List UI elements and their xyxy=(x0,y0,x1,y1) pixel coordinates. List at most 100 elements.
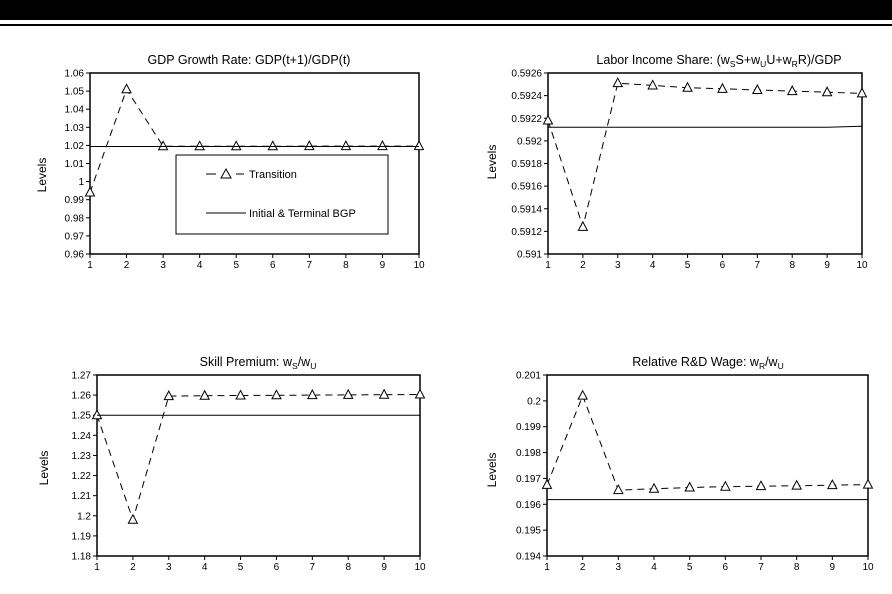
y-tick-label: 0.591 xyxy=(517,250,542,261)
x-tick-label: 8 xyxy=(345,562,351,573)
transition-point-marker xyxy=(199,389,210,400)
y-tick-label: 1.21 xyxy=(72,491,92,502)
transition-point-marker xyxy=(786,85,798,96)
x-tick-label: 6 xyxy=(270,260,276,271)
transition-point-marker xyxy=(717,82,728,93)
x-tick-label: 5 xyxy=(238,562,244,573)
chart-legend: Transition Initial & Terminal BGP xyxy=(175,154,389,235)
transition-point-marker xyxy=(307,389,318,400)
panel-relative-rd-wage: Relative R&D Wage: wR/wU Levels 0.194 0.1… xyxy=(485,355,874,573)
series-line-transition xyxy=(96,394,421,522)
plot-frame xyxy=(96,374,421,557)
transition-point-marker xyxy=(121,83,132,94)
y-tick-label: 0.194 xyxy=(516,552,541,563)
panel-labor-income-share: Labor Income Share: (wSS+wUU+wRR)/GDP Le… xyxy=(485,53,868,271)
y-tick-label: 1.05 xyxy=(65,87,85,98)
chart-title: Labor Income Share: (wSS+wUU+wRR)/GDP xyxy=(596,53,841,69)
x-tick-label: 9 xyxy=(381,562,387,573)
x-tick-label: 7 xyxy=(310,562,316,573)
x-tick-label: 10 xyxy=(862,562,874,573)
y-tick-label: 0.5922 xyxy=(511,114,542,125)
header-rule-thin xyxy=(0,24,892,26)
y-tick-label: 1.03 xyxy=(65,123,85,134)
y-tick-label: 0.197 xyxy=(516,474,541,485)
transition-point-marker xyxy=(271,389,282,400)
y-tick-label: 1.2 xyxy=(77,511,91,522)
x-tick-label: 9 xyxy=(824,260,830,271)
transition-point-marker xyxy=(791,479,802,490)
x-tick-label: 1 xyxy=(544,562,550,573)
legend-label-bgp: Initial & Terminal BGP xyxy=(249,208,356,220)
x-tick-label: 6 xyxy=(274,562,280,573)
transition-point-marker xyxy=(542,114,554,125)
x-tick-label: 5 xyxy=(685,260,691,271)
x-tick-label: 4 xyxy=(202,562,208,573)
x-tick-label: 8 xyxy=(343,260,349,271)
series-line-transition xyxy=(546,394,869,491)
transition-point-marker xyxy=(613,483,624,495)
y-tick-label: 0.5916 xyxy=(511,182,542,193)
x-tick-label: 10 xyxy=(413,260,425,271)
y-tick-label: 0.99 xyxy=(65,195,85,206)
transition-point-marker xyxy=(157,140,169,151)
x-tick-label: 3 xyxy=(615,260,621,271)
x-tick-label: 1 xyxy=(87,260,93,271)
y-tick-label: 0.98 xyxy=(65,213,85,224)
legend-box xyxy=(175,154,389,235)
transition-point-marker xyxy=(684,481,695,492)
transition-point-marker xyxy=(612,77,624,88)
y-tick-label: 0.592 xyxy=(517,136,542,147)
chart-title: Skill Premium: wS/wU xyxy=(200,355,317,371)
y-tick-label: 0.195 xyxy=(516,526,541,537)
transition-point-marker xyxy=(752,83,763,94)
y-tick-label: 1 xyxy=(78,177,84,188)
legend-label-transition: Transition xyxy=(249,169,297,181)
transition-point-marker xyxy=(235,389,246,400)
transition-point-marker xyxy=(541,478,553,489)
transition-point-marker xyxy=(577,389,588,400)
y-tick-label: 0.97 xyxy=(65,231,85,242)
x-tick-label: 2 xyxy=(580,562,586,573)
x-tick-label: 4 xyxy=(650,260,656,271)
transition-point-marker xyxy=(377,140,388,151)
chart-title: GDP Growth Rate: GDP(t+1)/GDP(t) xyxy=(148,53,351,67)
header-rule-thick xyxy=(0,0,892,20)
y-axis-label: Levels xyxy=(485,453,499,488)
transition-point-marker xyxy=(230,140,242,151)
x-tick-label: 5 xyxy=(687,562,693,573)
x-tick-label: 7 xyxy=(307,260,313,271)
transition-point-marker xyxy=(720,480,731,491)
x-tick-label: 6 xyxy=(723,562,729,573)
transition-point-marker xyxy=(821,86,833,97)
y-tick-label: 1.23 xyxy=(72,451,92,462)
y-tick-label: 1.06 xyxy=(65,69,85,80)
transition-point-marker xyxy=(342,388,354,399)
transition-point-marker xyxy=(413,140,425,151)
y-tick-label: 0.196 xyxy=(516,500,541,511)
plot-frame xyxy=(547,72,863,255)
x-tick-label: 7 xyxy=(758,562,764,573)
y-tick-label: 0.5912 xyxy=(511,227,542,238)
y-tick-label: 1.25 xyxy=(72,411,92,422)
legend-triangle-marker xyxy=(220,167,232,179)
transition-point-marker xyxy=(127,513,139,524)
y-tick-label: 1.19 xyxy=(72,531,92,542)
transition-point-marker xyxy=(682,81,693,92)
transition-point-marker xyxy=(267,140,279,151)
y-tick-label: 0.198 xyxy=(516,448,541,459)
x-tick-label: 8 xyxy=(794,562,800,573)
y-tick-label: 1.27 xyxy=(72,371,92,382)
series-line-bgp xyxy=(548,125,863,128)
x-tick-label: 7 xyxy=(755,260,761,271)
transition-point-marker xyxy=(755,480,767,491)
y-tick-label: 1.02 xyxy=(65,141,85,152)
chart-title: Relative R&D Wage: wR/wU xyxy=(632,355,783,371)
y-tick-label: 0.96 xyxy=(65,250,85,261)
x-tick-label: 5 xyxy=(233,260,239,271)
series-line-transition xyxy=(547,82,863,229)
x-tick-label: 4 xyxy=(651,562,657,573)
y-axis-label: Levels xyxy=(485,145,499,180)
x-tick-label: 1 xyxy=(545,260,551,271)
plot-area: 0.96 0.97 0.98 0.99 1 1.01 1.02 1.03 1.04 1.05 1.0… xyxy=(65,69,425,272)
